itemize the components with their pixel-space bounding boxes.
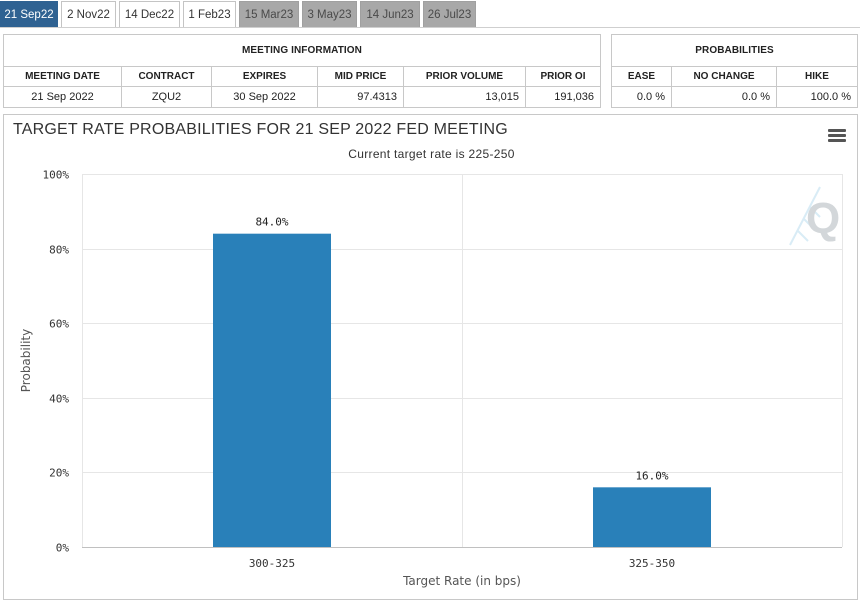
x-tick-label: 300-325 bbox=[249, 557, 295, 570]
watermark-letter: Q bbox=[806, 194, 840, 243]
bar-chart: 0% 20% 40% 60% 80% 100% 84.0% 300-325 16.0% 325-3… bbox=[19, 169, 843, 588]
q-watermark-icon: Q bbox=[789, 186, 840, 246]
cell-no-change: 0.0 % bbox=[672, 87, 777, 107]
tab-2-nov22[interactable]: 2 Nov22 bbox=[61, 1, 116, 27]
cell-contract: ZQU2 bbox=[122, 87, 212, 107]
header-prior-oi: PRIOR OI bbox=[526, 67, 600, 87]
probabilities-title: PROBABILITIES bbox=[612, 35, 857, 67]
cell-hike: 100.0 % bbox=[810, 91, 851, 103]
header-mid-price: MID PRICE bbox=[318, 67, 404, 87]
tab-26-jul23[interactable]: 26 Jul23 bbox=[423, 1, 476, 27]
x-axis-title: Target Rate (in bps) bbox=[402, 574, 521, 588]
y-axis-title: Probability bbox=[19, 329, 33, 392]
cell-expires: 30 Sep 2022 bbox=[212, 87, 318, 107]
y-tick-label: 80% bbox=[49, 244, 69, 257]
bar-data-label: 84.0% bbox=[255, 216, 288, 229]
tab-1-feb23[interactable]: 1 Feb23 bbox=[183, 1, 236, 27]
bar-300-325[interactable] bbox=[213, 233, 331, 547]
tab-3-may23[interactable]: 3 May23 bbox=[302, 1, 357, 27]
y-tick-label: 0% bbox=[56, 542, 70, 555]
chart-subtitle: Current target rate is 225-250 bbox=[348, 147, 515, 161]
tab-14-jun23[interactable]: 14 Jun23 bbox=[360, 1, 420, 27]
hamburger-menu-icon[interactable] bbox=[828, 129, 846, 143]
tab-14-dec22[interactable]: 14 Dec22 bbox=[119, 1, 180, 27]
bar-325-350[interactable] bbox=[593, 487, 711, 547]
header-ease: EASE bbox=[612, 67, 672, 87]
header-meeting-date: MEETING DATE bbox=[4, 67, 122, 87]
cell-mid-price: 97.4313 bbox=[318, 87, 404, 107]
y-tick-label: 40% bbox=[49, 393, 69, 406]
meeting-information-table: MEETING INFORMATION MEETING DATE CONTRAC… bbox=[3, 34, 601, 108]
y-tick-label: 100% bbox=[43, 169, 70, 182]
cell-prior-volume: 13,015 bbox=[404, 87, 526, 107]
cell-ease: 0.0 % bbox=[612, 87, 672, 107]
header-expires: EXPIRES bbox=[212, 67, 318, 87]
cell-prior-oi: 191,036 bbox=[554, 91, 594, 103]
chart-title: TARGET RATE PROBABILITIES FOR 21 SEP 202… bbox=[13, 121, 508, 138]
y-tick-label: 60% bbox=[49, 318, 69, 331]
header-prior-volume: PRIOR VOLUME bbox=[404, 67, 526, 87]
probabilities-table: PROBABILITIES EASE NO CHANGE HIKE 0.0 % … bbox=[611, 34, 858, 108]
bar-data-label: 16.0% bbox=[635, 469, 668, 482]
chart-panel: TARGET RATE PROBABILITIES FOR 21 SEP 202… bbox=[3, 114, 858, 600]
header-contract: CONTRACT bbox=[122, 67, 212, 87]
tab-21-sep22[interactable]: 21 Sep22 bbox=[0, 1, 58, 27]
header-no-change: NO CHANGE bbox=[672, 67, 777, 87]
cell-meeting-date: 21 Sep 2022 bbox=[4, 87, 122, 107]
x-tick-label: 325-350 bbox=[629, 557, 675, 570]
header-hike: HIKE bbox=[777, 67, 857, 87]
tab-15-mar23[interactable]: 15 Mar23 bbox=[239, 1, 299, 27]
meeting-tab-bar: 21 Sep22 2 Nov22 14 Dec22 1 Feb23 15 Mar… bbox=[0, 0, 860, 28]
meeting-information-title: MEETING INFORMATION bbox=[4, 35, 600, 67]
y-tick-label: 20% bbox=[49, 467, 69, 480]
